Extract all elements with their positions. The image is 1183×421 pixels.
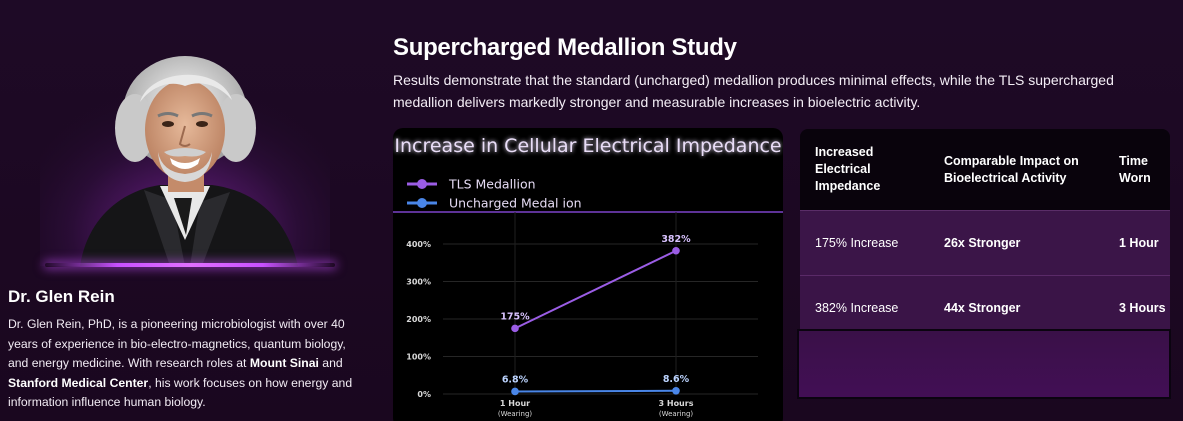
study-title: Supercharged Medallion Study <box>393 34 737 61</box>
profile-photo <box>40 40 330 266</box>
empty-panel <box>797 329 1171 399</box>
legend-swatch-dot <box>417 198 427 208</box>
chart-title: Increase in Cellular Electrical Impedanc… <box>394 135 781 157</box>
chart-legend: TLS Medallion Uncharged Medal ion <box>407 177 582 211</box>
data-point <box>511 324 519 333</box>
table-header-impact: Comparable Impact on Bioelectrical Activ… <box>944 153 1079 185</box>
legend-entry: TLS Medallion <box>448 177 536 192</box>
x-tick-label: (Wearing) <box>659 410 694 418</box>
legend-swatch-dot <box>417 179 427 189</box>
data-point <box>672 246 680 255</box>
data-point <box>672 386 680 395</box>
profile-name: Dr. Glen Rein <box>8 287 115 306</box>
data-label: 175% <box>500 311 530 322</box>
study-description: Results demonstrate that the standard (u… <box>393 72 1114 110</box>
table-cell-time-worn: 3 Hours <box>1119 301 1166 315</box>
x-tick-label: 3 Hours <box>659 399 694 408</box>
table-cell-impact: 26x Stronger <box>944 235 1021 250</box>
y-axis: 0% 100% 200% 300% 400% <box>406 240 431 399</box>
profile-bio: Dr. Glen Rein, PhD, is a pioneering micr… <box>8 315 358 413</box>
bio-org-mount-sinai: Mount Sinai <box>249 356 319 370</box>
table-row: 175% Increase 26x Stronger 1 Hour <box>800 211 1170 276</box>
bio-text: , his work focuses on how energy and inf… <box>8 375 353 410</box>
data-label: 8.6% <box>663 374 690 385</box>
series-line <box>514 389 677 393</box>
series-line <box>514 249 677 330</box>
x-axis: 1 Hour (Wearing) 3 Hours (Wearing) <box>498 399 694 418</box>
legend-entry: Uncharged Medal ion <box>449 196 582 211</box>
impedance-chart-card: Increase in Cellular Electrical Impedanc… <box>393 128 783 421</box>
y-tick-label: 400% <box>406 240 431 249</box>
y-tick-label: 200% <box>406 315 431 324</box>
chart-grid <box>443 212 758 395</box>
table-cell-impedance: 382% Increase <box>815 301 899 315</box>
table-cell-time-worn: 1 Hour <box>1119 235 1159 250</box>
data-label: 382% <box>661 234 691 245</box>
bio-text: and <box>318 356 343 370</box>
bio-text: Dr. Glen Rein, PhD, is a pioneering micr… <box>8 317 346 370</box>
y-tick-label: 300% <box>406 278 431 287</box>
table-header-impedance: Increased Electrical Impedance <box>815 145 881 193</box>
bio-org-stanford: Stanford Medical Center <box>8 375 149 390</box>
chart-series: 175% 382% 6.8% 8.6% <box>500 234 691 396</box>
table-cell-impedance: 175% Increase <box>815 235 899 250</box>
data-label: 6.8% <box>502 374 529 385</box>
x-tick-label: (Wearing) <box>498 410 533 418</box>
impedance-chart: Increase in Cellular Electrical Impedanc… <box>393 135 783 418</box>
y-tick-label: 100% <box>406 353 431 362</box>
table-row: 382% Increase 44x Stronger 3 Hours <box>800 276 1170 329</box>
impact-table: Increased Electrical Impedance Comparabl… <box>800 129 1170 329</box>
table-header-row: Increased Electrical Impedance Comparabl… <box>800 129 1170 211</box>
data-point <box>511 387 519 396</box>
table-header-time-worn: Time Worn <box>1119 153 1151 185</box>
photo-glow-divider <box>45 263 335 267</box>
x-tick-label: 1 Hour <box>500 399 530 408</box>
y-tick-label: 0% <box>417 390 431 399</box>
table-cell-impact: 44x Stronger <box>944 301 1021 315</box>
